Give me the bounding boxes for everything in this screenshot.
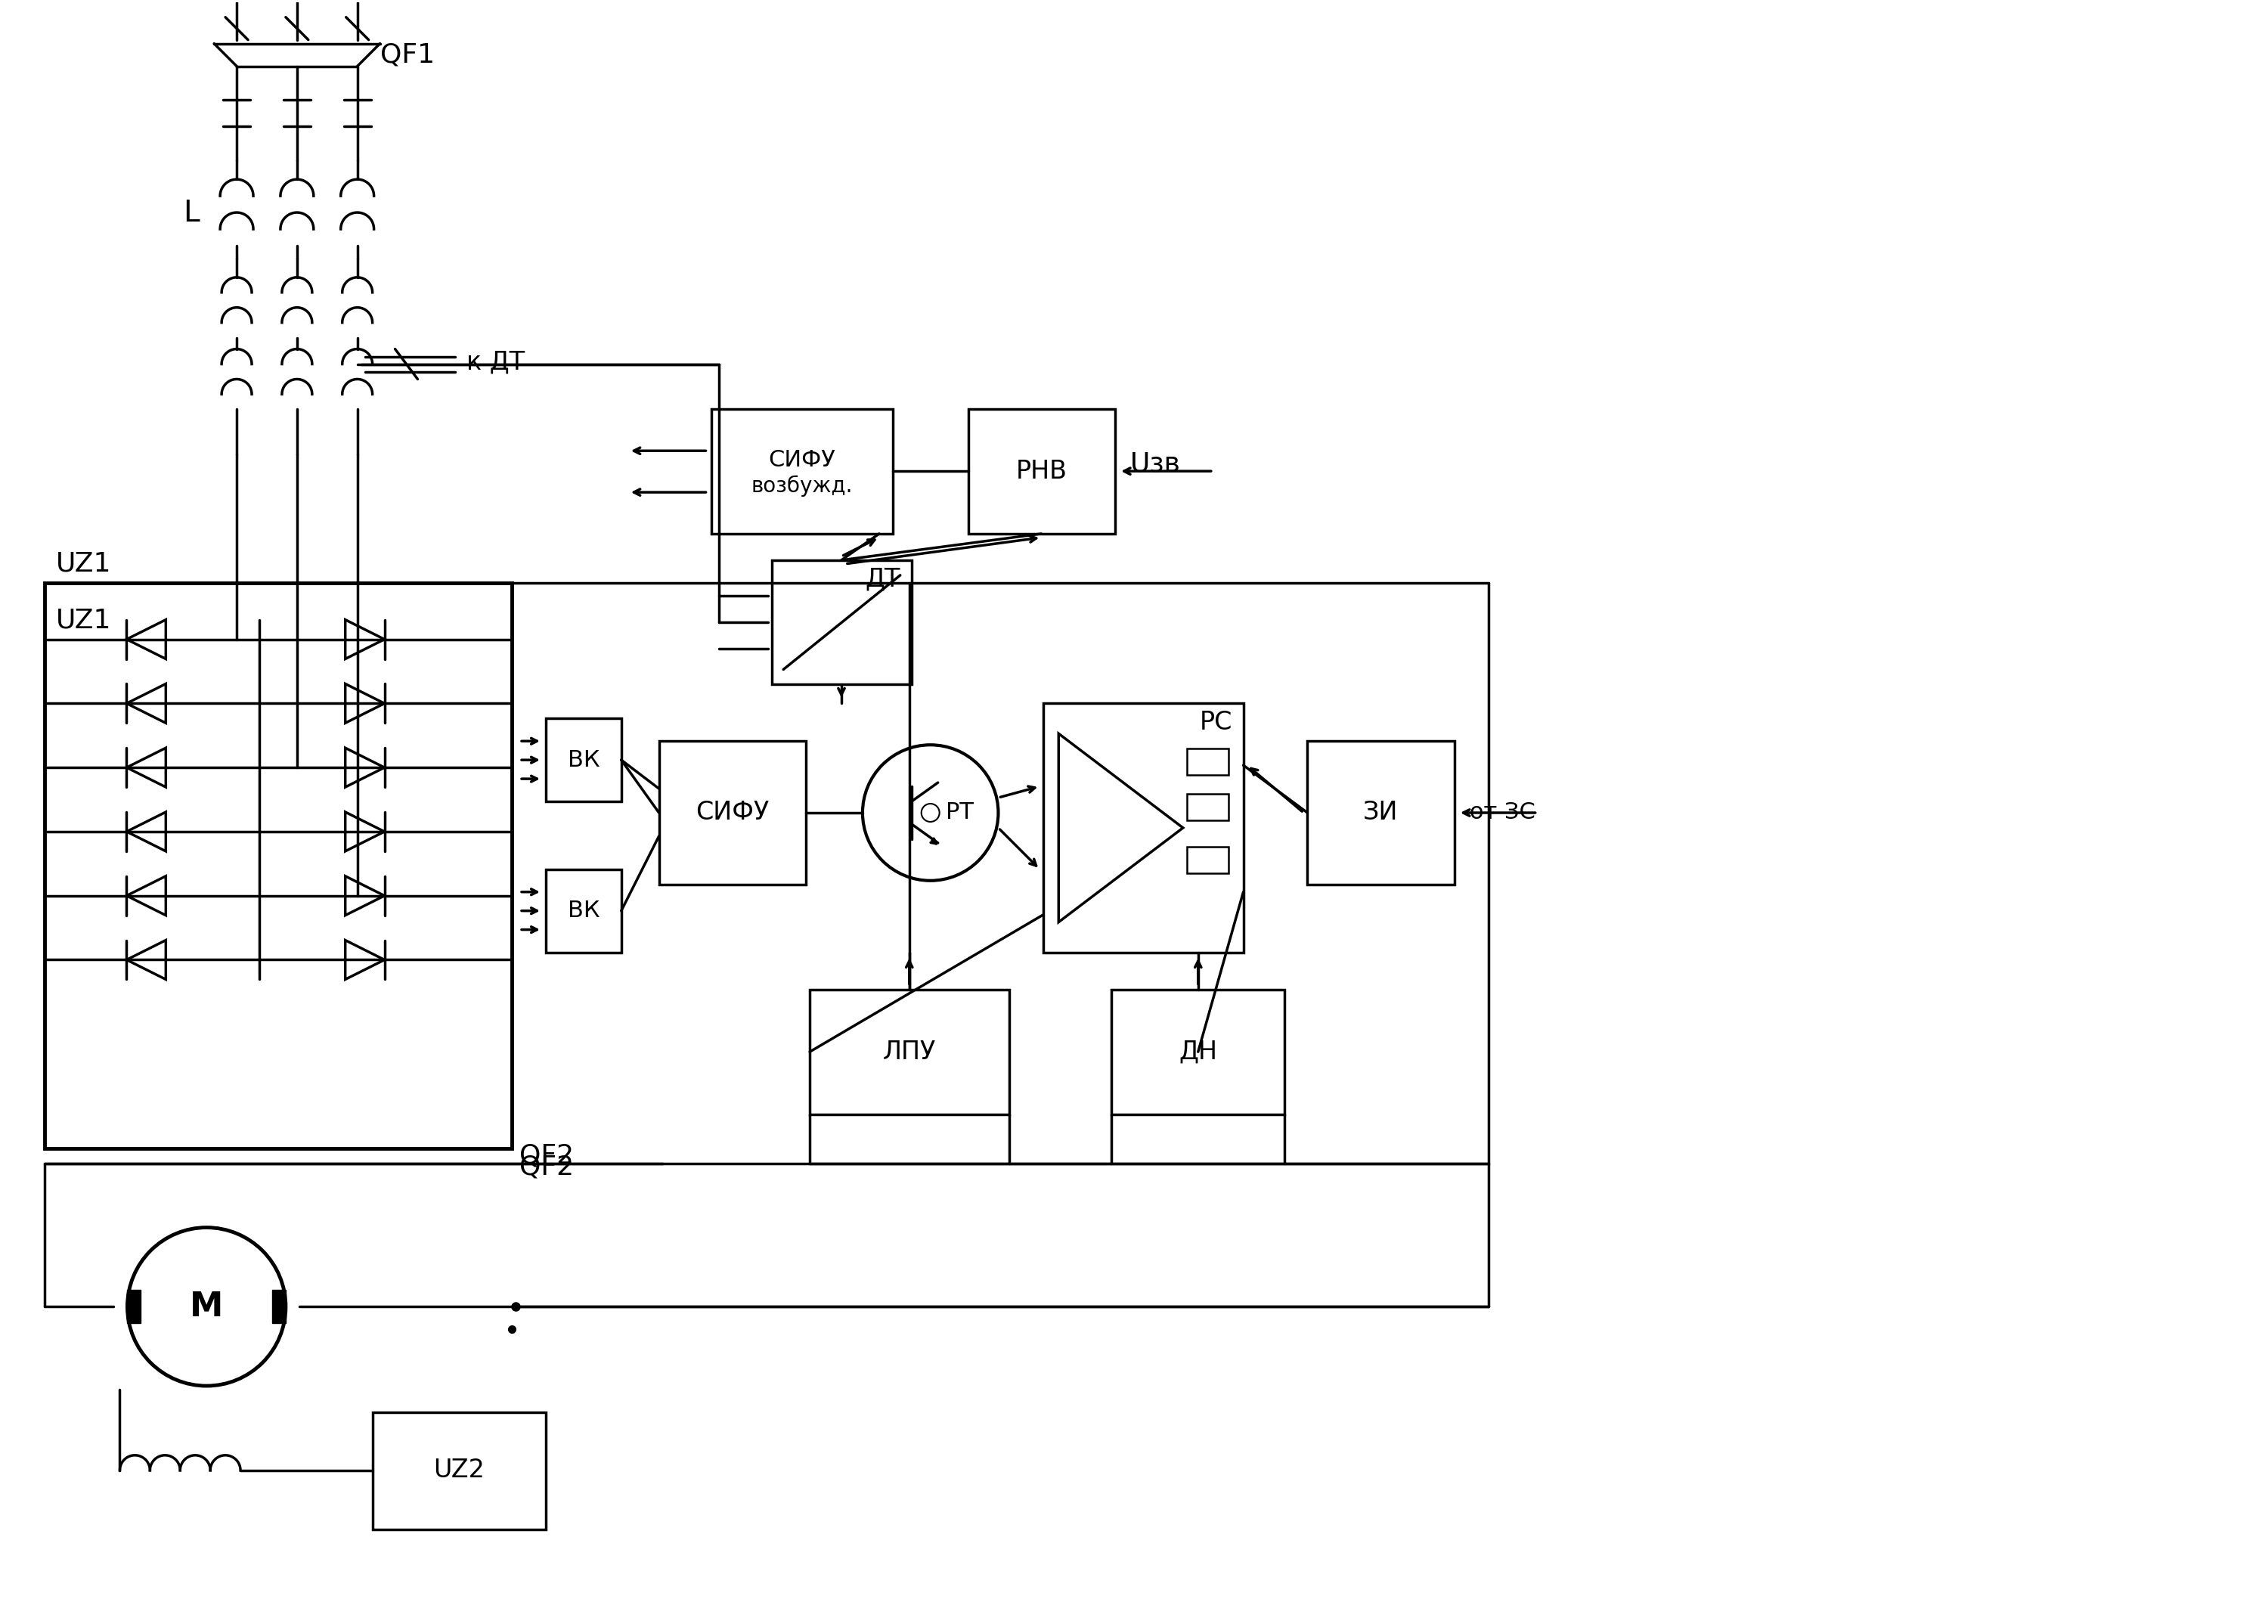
Text: UZ2: UZ2 [433,1458,485,1483]
Text: ВК: ВК [567,900,599,922]
Text: QF1: QF1 [381,42,435,68]
Bar [660,741,805,885]
Text: РС: РС [1200,710,1232,734]
Bar [1186,846,1229,874]
Bar [372,1413,547,1530]
Text: РТ: РТ [946,802,973,823]
Text: QF2: QF2 [519,1155,574,1181]
Bar [1111,991,1284,1114]
Text: UZ1: UZ1 [57,551,111,577]
Bar [968,409,1116,534]
Text: СИФУ: СИФУ [769,448,837,471]
Bar [1043,703,1243,952]
Text: к ДТ: к ДТ [467,351,524,375]
Bar [712,409,894,534]
Bar [1186,794,1229,820]
Text: возбужд.: возбужд. [751,476,853,497]
Bar [771,560,912,685]
Text: Uзв: Uзв [1129,451,1182,476]
Text: ДТ: ДТ [864,567,900,591]
Bar [45,583,513,1148]
Text: ДН: ДН [1179,1039,1218,1064]
Bar [547,869,621,952]
Bar [127,1289,141,1324]
Text: от ЗС: от ЗС [1470,802,1535,823]
Text: РНВ: РНВ [1016,458,1066,484]
Text: М: М [191,1291,222,1324]
Text: QF2: QF2 [519,1143,574,1169]
Text: ЛПУ: ЛПУ [882,1039,937,1064]
Bar [272,1289,286,1324]
Bar [547,718,621,801]
Text: UZ1: UZ1 [57,607,111,633]
Text: ЗИ: ЗИ [1363,801,1397,825]
Text: ВК: ВК [567,749,599,771]
Text: СИФУ: СИФУ [696,801,769,825]
Text: L: L [184,198,200,227]
Bar [1306,741,1454,885]
Bar [810,991,1009,1114]
Bar [1186,749,1229,775]
